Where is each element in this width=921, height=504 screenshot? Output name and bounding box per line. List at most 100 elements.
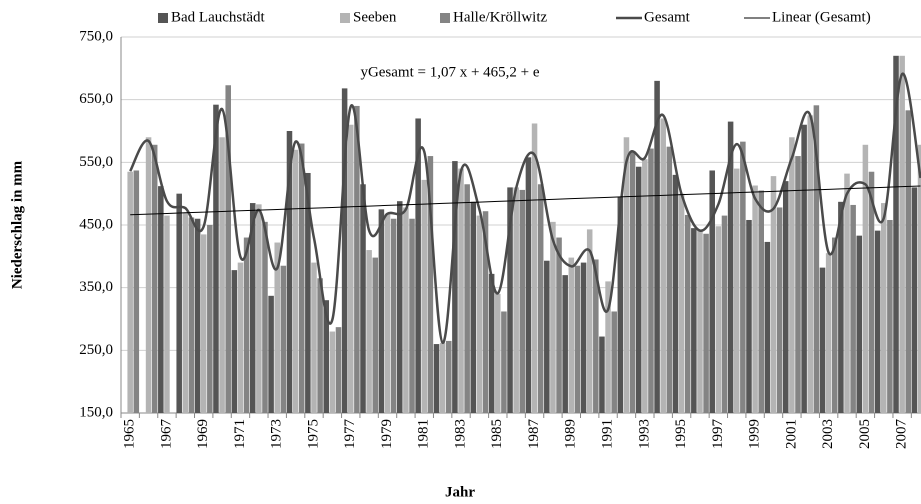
bar: [831, 237, 838, 413]
bar: [268, 295, 274, 413]
bar: [868, 171, 875, 413]
bar: [899, 55, 905, 414]
bar: [513, 187, 519, 413]
bar: [850, 204, 856, 413]
x-tick-label: 1981: [416, 419, 432, 449]
x-tick-label: 1993: [636, 419, 652, 449]
bar: [488, 273, 495, 413]
bar: [764, 241, 771, 413]
y-tick-label: 550,0: [79, 154, 113, 170]
bar: [562, 275, 568, 413]
bar: [813, 105, 820, 413]
bar: [666, 146, 673, 413]
x-tick-label: 1985: [489, 419, 505, 449]
bar: [200, 234, 207, 413]
bar: [568, 257, 575, 413]
bar: [225, 85, 231, 414]
bar: [243, 237, 250, 413]
bar: [807, 115, 814, 413]
bar: [574, 265, 581, 413]
bar: [372, 257, 379, 413]
bar: [188, 217, 195, 413]
bar: [733, 168, 740, 413]
y-tick-label: 350,0: [79, 279, 113, 295]
bar: [249, 203, 256, 413]
bar: [397, 201, 403, 413]
bar: [605, 281, 611, 413]
legend-swatch: [340, 13, 350, 23]
legend-label: Seeben: [353, 9, 397, 25]
bar: [341, 88, 348, 414]
bar: [556, 237, 562, 413]
bar: [145, 137, 152, 413]
bar: [623, 137, 630, 413]
bar: [176, 193, 182, 413]
legend-label: Gesamt: [644, 9, 691, 25]
bar: [740, 141, 746, 414]
bar: [715, 226, 722, 413]
bar: [164, 215, 170, 413]
bar: [427, 156, 434, 414]
bar: [231, 270, 238, 413]
bar: [360, 184, 366, 413]
bar: [887, 219, 893, 413]
x-tick-label: 1983: [452, 419, 468, 449]
bar: [439, 342, 446, 413]
bar: [635, 166, 642, 413]
bar: [458, 168, 464, 413]
bar: [789, 137, 795, 413]
bar: [599, 336, 605, 413]
bar: [611, 311, 617, 413]
legend-label: Halle/Kröllwitz: [453, 9, 547, 25]
bar: [433, 344, 440, 413]
bar: [158, 186, 164, 413]
bar: [838, 201, 844, 413]
bar: [311, 262, 317, 413]
legend-label: Linear (Gesamt): [772, 9, 871, 25]
bar: [525, 157, 532, 413]
bar: [801, 124, 807, 413]
bar: [844, 173, 850, 413]
x-tick-label: 2003: [820, 419, 836, 449]
bar: [678, 193, 685, 413]
bar: [378, 209, 385, 413]
y-tick-label: 250,0: [79, 342, 113, 358]
bar: [782, 181, 789, 413]
bar: [390, 218, 397, 413]
x-tick-label: 1975: [305, 419, 321, 449]
x-tick-label: 1979: [379, 419, 395, 449]
bar: [727, 121, 734, 413]
bar: [642, 159, 648, 413]
bar: [672, 174, 679, 413]
bar: [697, 229, 703, 413]
bar: [317, 278, 323, 413]
bar: [537, 184, 544, 413]
bar: [292, 149, 299, 414]
x-tick-label: 1997: [710, 419, 726, 450]
bar: [776, 207, 783, 413]
bar: [482, 211, 489, 413]
bar: [464, 184, 470, 413]
bar: [256, 204, 262, 413]
bar: [648, 148, 654, 413]
line-series: [130, 185, 921, 216]
bar: [151, 144, 158, 413]
bar: [305, 172, 311, 413]
bar: [752, 185, 758, 413]
bar: [280, 265, 287, 413]
bar: [893, 55, 899, 414]
x-tick-label: 1977: [342, 419, 358, 450]
bar: [415, 118, 421, 413]
bar: [795, 156, 801, 414]
bar: [691, 228, 697, 413]
bar: [709, 170, 715, 413]
bar: [684, 214, 691, 413]
y-tick-label: 150,0: [79, 404, 113, 420]
bar: [366, 250, 372, 413]
y-tick-label: 450,0: [79, 216, 113, 232]
x-tick-label: 1995: [673, 419, 689, 449]
bar: [409, 218, 415, 413]
x-tick-label: 2005: [857, 419, 873, 449]
